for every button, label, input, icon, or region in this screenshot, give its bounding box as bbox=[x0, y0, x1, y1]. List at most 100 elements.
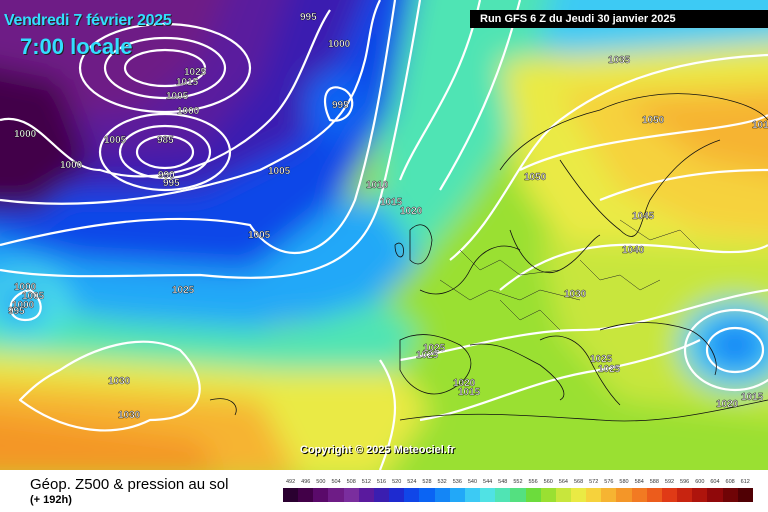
isobar-label: 1015 bbox=[458, 387, 481, 398]
isobar-label: 1005 bbox=[268, 166, 291, 177]
legend-swatch bbox=[631, 488, 647, 502]
forecast-date: Vendredi 7 février 2025 bbox=[4, 12, 172, 29]
legend-swatch bbox=[419, 488, 435, 502]
isobar-label: 1025 bbox=[416, 350, 439, 361]
legend-swatch bbox=[616, 488, 632, 502]
legend-swatch bbox=[692, 488, 708, 502]
legend-swatch bbox=[328, 488, 344, 502]
legend-swatch bbox=[737, 488, 753, 502]
coastlines bbox=[209, 93, 768, 422]
legend-label: 496 bbox=[301, 479, 311, 485]
legend-swatch bbox=[540, 488, 556, 502]
legend-label: 544 bbox=[483, 479, 493, 485]
isobar-label: 1000 bbox=[60, 160, 83, 171]
legend-labels: 492 496 500 504 508 512 516 520 524 528 532 536 540 5… bbox=[283, 476, 753, 488]
isobar-label: 995 bbox=[300, 12, 317, 23]
isobar-label: 1005 bbox=[248, 230, 271, 241]
legend-swatch bbox=[722, 488, 738, 502]
isobar-label: 1000 bbox=[14, 282, 37, 293]
weather-map: 995 1000 1025 1015 1005 1000 985 990 995… bbox=[0, 0, 768, 470]
isobar-label: 1050 bbox=[642, 115, 665, 126]
isobar-label: 1030 bbox=[118, 410, 141, 421]
legend-swatch bbox=[449, 488, 465, 502]
legend-label: 600 bbox=[695, 479, 705, 485]
legend-label: 540 bbox=[467, 479, 478, 485]
isobar-label: 1025 bbox=[172, 285, 195, 296]
legend-swatch bbox=[586, 488, 602, 502]
legend-swatch bbox=[661, 488, 678, 502]
isobar-label: 1020 bbox=[453, 378, 476, 389]
legend-swatch bbox=[677, 488, 693, 502]
isobar-label: 1030 bbox=[564, 289, 587, 300]
legend-swatch bbox=[480, 488, 496, 502]
legend-label: 512 bbox=[361, 479, 371, 485]
legend-label: 524 bbox=[407, 479, 417, 485]
legend-label: 492 bbox=[285, 479, 296, 485]
isobars bbox=[0, 0, 768, 470]
isobar-label: 1005 bbox=[166, 91, 189, 102]
legend-label: 604 bbox=[710, 479, 720, 485]
isobar-label: 1050 bbox=[524, 172, 547, 183]
legend-label: 560 bbox=[543, 479, 553, 485]
lead-time: (+ 192h) bbox=[30, 494, 72, 506]
legend-label: 580 bbox=[619, 479, 629, 485]
isobar-label: 1015 bbox=[176, 77, 199, 88]
isobar-label: 1025 bbox=[590, 354, 613, 365]
legend-label: 572 bbox=[589, 479, 599, 485]
isobar-label: 990 bbox=[158, 170, 175, 181]
legend-label: 612 bbox=[740, 479, 750, 485]
legend-swatch bbox=[646, 488, 662, 502]
color-scale-legend: 492 496 500 504 508 512 516 520 524 528 532 536 540 5… bbox=[283, 476, 753, 506]
legend-swatch bbox=[601, 488, 617, 502]
legend-label: 588 bbox=[649, 479, 659, 485]
legend-label: 536 bbox=[452, 479, 462, 485]
legend-label: 568 bbox=[573, 479, 584, 485]
legend-label: 564 bbox=[558, 479, 568, 485]
isobar-label: 1015 bbox=[741, 392, 764, 403]
legend-swatch bbox=[525, 488, 541, 502]
forecast-time: 7:00 locale bbox=[20, 34, 133, 59]
isobar-label: 1025 bbox=[423, 343, 446, 354]
legend-swatch bbox=[313, 488, 329, 502]
legend-label: 596 bbox=[680, 479, 690, 485]
legend-label: 552 bbox=[513, 479, 523, 485]
isobar-label: 1000 bbox=[177, 106, 200, 117]
legend-swatches bbox=[283, 488, 753, 502]
isobar-label: 985 bbox=[157, 135, 174, 146]
isobar-label: 1020 bbox=[716, 399, 739, 410]
isobar-label: 995 bbox=[163, 178, 180, 189]
legend-swatch bbox=[358, 488, 374, 502]
legend-label: 500 bbox=[316, 479, 326, 485]
isobar-label: 1015 bbox=[752, 120, 768, 131]
field-title: Géop. Z500 & pression au sol bbox=[30, 476, 229, 493]
legend-swatch bbox=[707, 488, 723, 502]
legend-swatch bbox=[283, 488, 299, 502]
legend-label: 504 bbox=[331, 479, 341, 485]
isobar-label: 1025 bbox=[598, 364, 621, 375]
isobar-label: 1010 bbox=[366, 180, 389, 191]
legend-swatch bbox=[373, 488, 390, 502]
isobar-label: 1000 bbox=[12, 300, 35, 311]
legend-label: 508 bbox=[346, 479, 356, 485]
legend-swatch bbox=[570, 488, 587, 502]
isobar-label: 1000 bbox=[14, 129, 37, 140]
isobar-labels: 995 1000 1025 1015 1005 1000 985 990 995… bbox=[8, 12, 768, 421]
legend-label: 520 bbox=[392, 479, 402, 485]
legend-label: 548 bbox=[498, 479, 508, 485]
isobar-label: 1025 bbox=[184, 67, 207, 78]
isobar-label: 1005 bbox=[104, 135, 127, 146]
isobar-label: 1005 bbox=[22, 291, 45, 302]
legend-label: 584 bbox=[634, 479, 644, 485]
legend-label: 608 bbox=[725, 479, 735, 485]
legend-swatch bbox=[464, 488, 481, 502]
isobar-label: 1015 bbox=[380, 197, 403, 208]
copyright-notice: Copyright © 2025 Meteociel.fr bbox=[300, 444, 455, 456]
isobar-label: 995 bbox=[332, 100, 349, 111]
legend-label: 528 bbox=[422, 479, 432, 485]
legend-label: 576 bbox=[604, 479, 614, 485]
isobar-label: 1035 bbox=[608, 55, 631, 66]
isobar-label: 1000 bbox=[328, 39, 351, 50]
legend-label: 556 bbox=[528, 479, 538, 485]
legend-swatch bbox=[495, 488, 511, 502]
legend-label: 592 bbox=[664, 479, 675, 485]
